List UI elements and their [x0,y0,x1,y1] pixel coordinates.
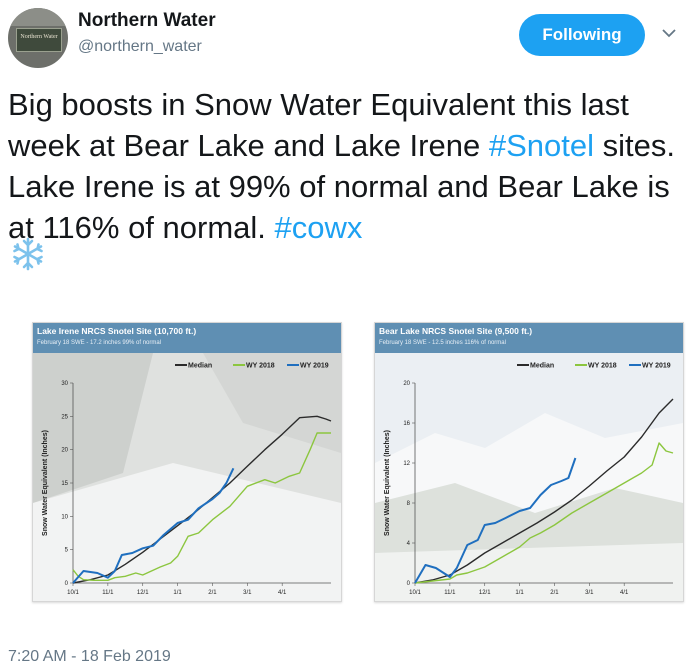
x-tick-label: 12/1 [479,590,491,596]
chart-title: Bear Lake NRCS Snotel Site (9,500 ft.) [379,326,533,336]
chart-plot: 0 4 8 12 16 20 10/1 11/1 12/1 1/1 2/1 3/1 4/1 Snow Wa… [375,353,683,601]
y-tick-label: 16 [403,421,410,427]
y-tick-label: 5 [65,548,69,554]
chart-header: Bear Lake NRCS Snotel Site (9,500 ft.) F… [375,323,683,353]
background-snow [33,463,341,601]
chart-background [33,353,341,601]
y-tick-label: 25 [61,414,68,420]
x-tick-label: 1/1 [173,590,182,596]
x-tick-label: 4/1 [620,590,629,596]
y-tick-label: 0 [407,581,411,587]
x-tick-label: 11/1 [444,590,456,596]
tweet-text-part-1: Big boosts in Snow Water Equivalent this… [8,87,629,163]
series-line-median [414,398,674,584]
x-tick-label: 10/1 [67,590,79,596]
series-line-wy-2018 [414,442,674,584]
y-axis-label: Snow Water Equivalent (Inches) [384,430,391,536]
y-tick-label: 15 [61,481,68,487]
x-tick-label: 4/1 [278,590,287,596]
tweet-text-part-2: sites. Lake Irene is at 99% of normal an… [8,128,675,245]
y-tick-label: 8 [407,501,411,507]
x-tick-label: 3/1 [585,590,594,596]
legend-label: WY 2018 [588,363,617,370]
hashtag-snotel[interactable]: #Snotel [488,128,594,163]
y-tick-label: 4 [407,541,411,547]
x-tick-label: 1/1 [515,590,524,596]
x-tick-label: 10/1 [409,590,421,596]
avatar[interactable]: Northern Water [8,8,68,68]
y-tick-label: 20 [61,448,68,454]
legend-label: WY 2018 [246,363,275,370]
chart-subtitle: February 18 SWE - 12.5 inches 116% of no… [379,340,506,346]
chart-subtitle: February 18 SWE - 17.2 inches 99% of nor… [37,340,162,346]
legend-label: WY 2019 [642,363,671,370]
x-tick-label: 12/1 [137,590,149,596]
y-tick-label: 30 [61,381,68,387]
y-tick-label: 20 [403,381,410,387]
x-tick-label: 2/1 [550,590,559,596]
background-trees [203,353,341,453]
chart-legend: Median WY 2018 WY 2019 [175,363,329,370]
chart-title: Lake Irene NRCS Snotel Site (10,700 ft.) [37,326,197,336]
background-overlay [375,353,683,601]
background-snowfield [375,543,683,601]
chart-background [375,353,683,601]
avatar-sign: Northern Water [16,28,62,52]
x-tick-label: 3/1 [243,590,252,596]
x-tick-label: 2/1 [208,590,217,596]
avatar-roof [8,8,68,26]
hashtag-cowx[interactable]: #cowx [274,210,363,245]
chart-lake-irene[interactable]: Lake Irene NRCS Snotel Site (10,700 ft.)… [32,322,342,602]
tweet-text: Big boosts in Snow Water Equivalent this… [8,84,692,248]
y-tick-label: 10 [61,514,68,520]
background-trees [33,353,153,503]
background-overlay [33,353,341,601]
chart-legend: Median WY 2018 WY 2019 [517,363,671,370]
following-button[interactable]: Following [519,14,645,56]
y-tick-label: 12 [403,461,410,467]
chevron-down-icon[interactable] [662,28,676,38]
series-line-wy-2019 [72,467,235,584]
y-axis-label: Snow Water Equivalent (Inches) [42,430,49,536]
series-line-wy-2018 [72,432,331,582]
timestamp[interactable]: 7:20 AM - 18 Feb 2019 [8,648,171,665]
chart-plot: 0 5 10 15 20 25 30 10/1 11/1 12/1 1/1 2/1 3/1 4/1 Snow… [33,353,341,601]
handle[interactable]: @northern_water [78,38,202,55]
legend-label: WY 2019 [300,363,329,370]
snowflake-icon [13,237,43,271]
legend-label: Median [188,363,212,370]
chart-bear-lake[interactable]: Bear Lake NRCS Snotel Site (9,500 ft.) F… [374,322,684,602]
display-name[interactable]: Northern Water [78,10,216,31]
chart-header: Lake Irene NRCS Snotel Site (10,700 ft.)… [33,323,341,353]
series-line-wy-2019 [414,457,577,584]
x-tick-label: 11/1 [102,590,114,596]
y-tick-label: 0 [65,581,69,587]
legend-label: Median [530,363,554,370]
